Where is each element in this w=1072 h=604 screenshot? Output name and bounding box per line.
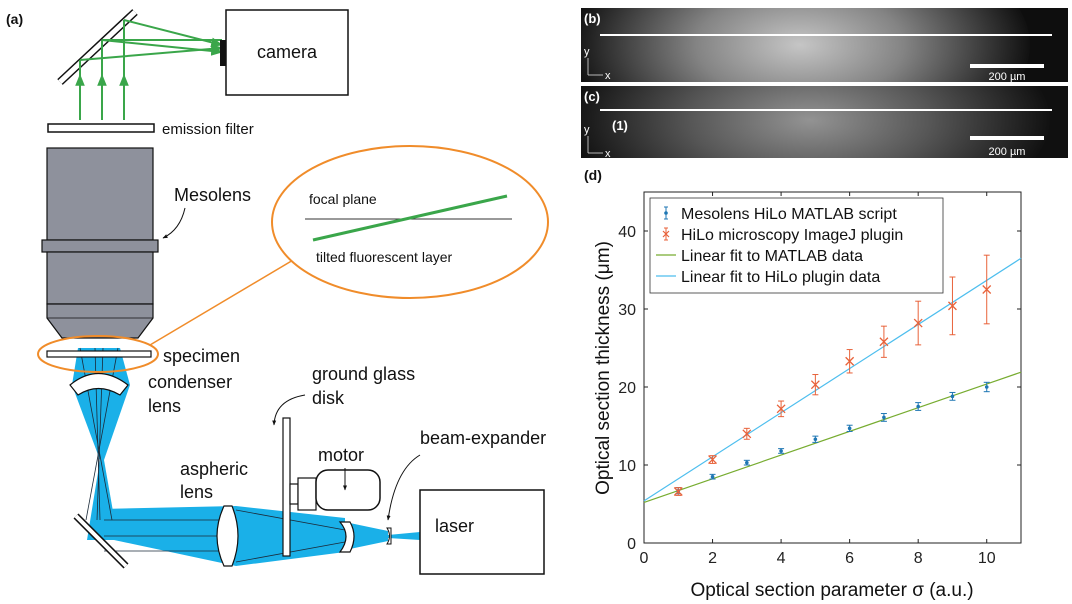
micrograph-b: 200 µm (b) y x — [581, 8, 1068, 83]
specimen-label: specimen — [163, 346, 240, 366]
data-point-dot — [916, 404, 920, 409]
laser-box — [419, 489, 545, 575]
condenser-label-1: condenser — [148, 372, 232, 392]
camera-label: camera — [257, 42, 318, 62]
focal-plane-inset — [271, 145, 549, 299]
thickness-chart: (d) 0 2 4 6 8 10 0 10 20 30 40 Optical section par… — [584, 167, 1022, 601]
micrograph-c: 200 µm (c) (1) y x — [581, 86, 1068, 160]
fit-line-2 — [643, 371, 1022, 504]
y-tick-label: 0 — [627, 536, 636, 553]
data-point-x — [810, 380, 820, 390]
data-point-x — [845, 356, 855, 366]
fit-line-3 — [643, 257, 1022, 502]
condenser-label-2: lens — [148, 396, 181, 416]
laser-label: laser — [435, 516, 474, 536]
data-point-x — [947, 301, 957, 311]
legend-entry: Linear fit to MATLAB data — [681, 248, 863, 265]
axis-y-c: y — [584, 124, 590, 136]
ground-glass-label-2: disk — [312, 388, 345, 408]
data-point-dot — [710, 474, 715, 479]
panel-label-b: (b) — [584, 11, 601, 26]
data-point-x — [673, 487, 683, 496]
beam-expander-lens-1 — [338, 521, 355, 553]
axis-y-b: y — [584, 46, 590, 58]
y-axis-label: Optical section thickness (μm) — [593, 241, 614, 495]
specimen-slide — [46, 350, 152, 358]
data-point-x — [879, 337, 889, 347]
y-tick-label: 40 — [618, 224, 636, 241]
emission-rays — [75, 19, 224, 120]
data-point-x — [742, 429, 752, 439]
y-tick-label: 10 — [618, 458, 636, 475]
panel-label-c: (c) — [584, 89, 600, 104]
mesolens-body — [41, 147, 159, 339]
scale-bar-label-c: 200 µm — [989, 146, 1026, 158]
x-tick-label: 6 — [845, 550, 854, 567]
tilted-layer-label: tilted fluorescent layer — [316, 249, 453, 265]
emission-filter — [47, 123, 155, 133]
legend-swatch-marker — [664, 211, 668, 215]
y-tick-label: 30 — [618, 302, 636, 319]
data-point-dot — [745, 460, 749, 465]
motor-shaft — [289, 483, 299, 505]
legend-swatch-marker — [662, 230, 670, 238]
data-point-dot — [882, 415, 886, 420]
fit-lines — [643, 257, 1022, 504]
scale-bar-c — [970, 136, 1044, 140]
panel-label-a: (a) — [6, 11, 23, 27]
aspheric-label-1: aspheric — [180, 459, 248, 479]
data-point-dot — [779, 449, 783, 453]
data-points — [673, 254, 992, 496]
motor-body — [315, 469, 381, 511]
data-point-dot — [813, 437, 818, 442]
data-point-dot — [984, 385, 989, 389]
x-tick-label: 4 — [777, 550, 786, 567]
x-tick-label: 2 — [708, 550, 717, 567]
axis-x-c: x — [605, 148, 611, 160]
beam-expander-lens-2 — [386, 527, 392, 545]
condenser-lens — [69, 373, 129, 396]
axis-ticks: 0 2 4 6 8 10 0 10 20 30 40 — [618, 192, 1021, 567]
legend-entry: Mesolens HiLo MATLAB script — [681, 206, 897, 223]
focal-plane-label: focal plane — [309, 191, 377, 207]
tilted-layer-line — [312, 194, 508, 242]
aspheric-label-2: lens — [180, 482, 213, 502]
data-point-x — [913, 318, 923, 328]
legend-entry: Linear fit to HiLo plugin data — [681, 269, 880, 286]
legend: Mesolens HiLo MATLAB script HiLo microsco… — [649, 197, 944, 294]
data-point-x — [982, 285, 992, 294]
y-tick-label: 20 — [618, 380, 636, 397]
data-point-x — [776, 404, 786, 414]
data-point-dot — [847, 426, 852, 431]
legend-entry: HiLo microscopy ImageJ plugin — [681, 227, 903, 244]
camera-sensor — [220, 40, 226, 66]
scale-bar-label-b: 200 µm — [989, 71, 1026, 83]
camera-box — [225, 9, 349, 96]
scale-bar-b — [970, 64, 1044, 68]
motor-label: motor — [318, 445, 364, 465]
optical-setup-diagram: (a) — [6, 9, 549, 575]
data-point-dot — [950, 394, 955, 399]
x-axis-label: Optical section parameter σ (a.u.) — [690, 580, 973, 601]
legend-box — [649, 197, 944, 294]
x-tick-label: 10 — [978, 550, 996, 567]
region-marker-c: (1) — [612, 118, 628, 133]
x-tick-label: 0 — [640, 550, 649, 567]
data-point-x — [708, 455, 718, 464]
ground-glass-label-1: ground glass — [312, 364, 415, 384]
motor-coupling — [297, 477, 317, 511]
panel-label-d: (d) — [584, 167, 602, 183]
axis-x-b: x — [605, 70, 611, 82]
ground-glass-disk — [282, 417, 291, 557]
zoom-line-1 — [149, 249, 311, 346]
beam-expander-label: beam-expander — [420, 428, 546, 448]
specimen-highlight — [37, 335, 159, 373]
emission-filter-label: emission filter — [162, 121, 254, 138]
mesolens-label: Mesolens — [174, 185, 251, 205]
aspheric-lens — [216, 505, 239, 567]
x-tick-label: 8 — [914, 550, 923, 567]
